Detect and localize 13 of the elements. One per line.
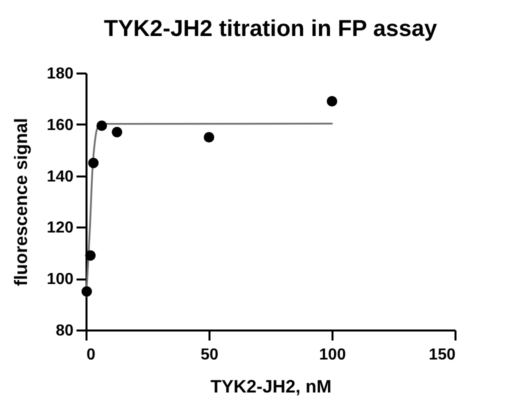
x-tick-label: 0 xyxy=(86,346,96,364)
y-tick-label: 140 xyxy=(46,168,74,186)
x-tick-label: 150 xyxy=(428,346,456,364)
y-tick-label: 160 xyxy=(46,116,74,134)
y-tick-label: 100 xyxy=(46,271,74,288)
y-axis-title: fluorescence signal xyxy=(10,118,31,286)
x-tick-label: 50 xyxy=(200,346,218,364)
y-tick-label: 120 xyxy=(46,220,74,237)
x-tick-label: 100 xyxy=(319,346,346,364)
y-tick-label: 80 xyxy=(56,322,74,340)
y-tick-label: 180 xyxy=(46,66,74,82)
x-axis-title: TYK2-JH2, nM xyxy=(210,376,332,396)
chart-title: TYK2-JH2 titration in FP assay xyxy=(104,15,438,41)
